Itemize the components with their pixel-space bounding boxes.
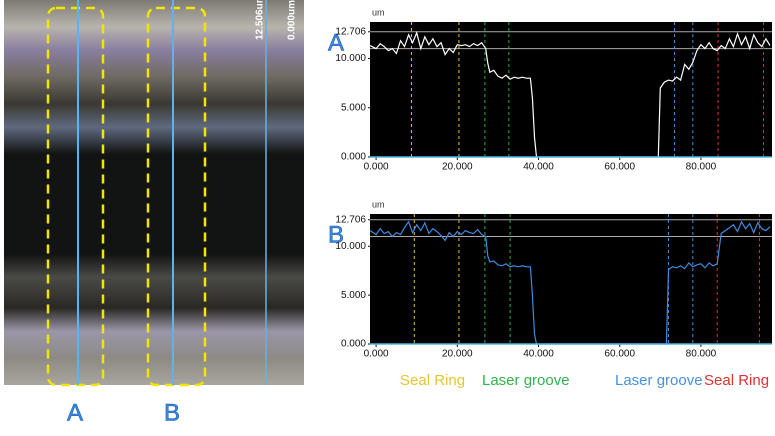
chip-image [4,0,304,385]
profile-line [369,30,771,158]
x-tick-label: 20.000 [442,162,473,173]
x-tick-label: 40.000 [523,162,554,173]
legend-label: Laser groove [482,372,570,389]
legend-label: Seal Ring [704,372,769,389]
x-tick-label: 40.000 [523,349,554,360]
chart-label: B [328,221,344,248]
x-tick-label: 0.000 [364,349,389,360]
y-tick-label: 5.000 [341,102,366,113]
y-axis-label: um [372,199,385,209]
plot-area [370,214,772,344]
section-label: A [67,399,83,426]
y-tick-label: 5.000 [341,290,366,301]
plot-area [370,22,772,157]
legend-label: Laser groove [615,372,703,389]
y-tick-label: 10.000 [335,241,366,252]
y-tick-label: 12.706 [335,214,366,225]
x-tick-label: 20.000 [442,349,473,360]
y-tick-label: 12.706 [335,26,366,37]
x-tick-label: 80.000 [686,162,717,173]
y-axis-label: um [372,7,385,17]
micrograph: 12.506um 0.000um A B [4,0,304,427]
region-box [46,6,105,387]
chart-label: A [328,29,344,56]
x-tick-label: 60.000 [604,162,635,173]
x-tick-label: 80.000 [686,349,717,360]
region-box [146,6,207,387]
x-tick-label: 0.000 [364,162,389,173]
section-label: B [164,399,180,426]
y-tick-label: 10.000 [335,53,366,64]
y-tick-label: 0.000 [341,339,366,350]
x-tick-label: 60.000 [604,349,635,360]
profile-line [369,220,771,345]
legend-label: Seal Ring [400,372,465,389]
scale-label: 0.000um [287,0,298,40]
scale-label: 12.506um [255,0,266,40]
y-tick-label: 0.000 [341,152,366,163]
